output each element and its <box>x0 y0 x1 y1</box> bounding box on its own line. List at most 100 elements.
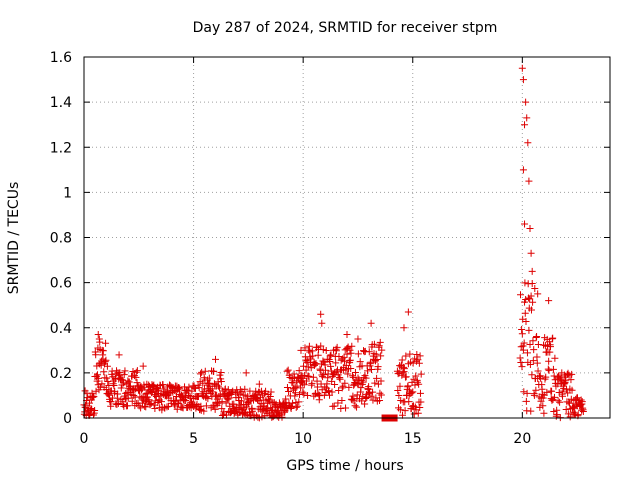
data-point <box>522 98 530 106</box>
data-point <box>338 384 346 392</box>
data-point <box>409 388 417 396</box>
data-point <box>537 374 545 382</box>
data-point <box>398 356 406 364</box>
x-tick-label: 5 <box>189 431 198 447</box>
y-tick-label: 1 <box>63 185 72 201</box>
data-point <box>289 399 297 407</box>
data-point <box>402 352 410 360</box>
x-axis-label: GPS time / hours <box>286 458 403 474</box>
data-point <box>336 375 344 383</box>
data-point <box>91 406 99 414</box>
data-point <box>401 407 409 415</box>
data-point <box>370 340 378 348</box>
data-point <box>321 366 329 374</box>
data-point <box>396 382 404 390</box>
data-point <box>328 377 336 385</box>
data-point <box>560 380 568 388</box>
data-point <box>130 372 138 380</box>
data-point <box>303 357 311 365</box>
data-point <box>300 381 308 389</box>
data-point <box>347 349 355 357</box>
data-point <box>413 350 421 358</box>
y-tick-label: 1.6 <box>50 50 72 66</box>
x-tick-label: 0 <box>80 431 89 447</box>
data-point <box>347 365 355 373</box>
data-point <box>376 338 384 346</box>
data-point <box>558 369 566 377</box>
data-point <box>322 347 330 355</box>
data-point <box>518 326 526 334</box>
data-point <box>357 384 365 392</box>
data-point <box>365 348 373 356</box>
data-point <box>354 350 362 358</box>
data-point <box>128 397 136 405</box>
data-point <box>216 391 224 399</box>
data-point <box>518 64 526 72</box>
data-points <box>80 64 587 422</box>
data-point <box>292 403 300 411</box>
data-point <box>308 379 316 387</box>
data-point <box>520 339 528 347</box>
data-point <box>196 405 204 413</box>
data-point <box>137 404 145 412</box>
data-point <box>333 343 341 351</box>
data-point <box>346 346 354 354</box>
data-point <box>145 396 153 404</box>
data-point <box>526 295 534 303</box>
data-point <box>522 318 530 326</box>
data-point <box>284 366 292 374</box>
data-point <box>335 352 343 360</box>
data-point <box>545 297 553 305</box>
data-point <box>404 382 412 390</box>
data-point <box>207 389 215 397</box>
data-point <box>217 368 225 376</box>
data-point <box>517 291 525 299</box>
data-point <box>287 403 295 411</box>
data-point <box>546 343 554 351</box>
data-point <box>118 376 126 384</box>
data-point <box>212 398 220 406</box>
data-point <box>295 367 303 375</box>
data-point <box>117 384 125 392</box>
data-point <box>114 390 122 398</box>
data-point <box>354 335 362 343</box>
data-point <box>349 372 357 380</box>
data-point <box>395 404 403 412</box>
data-point <box>377 391 385 399</box>
data-point <box>527 292 535 300</box>
data-point <box>410 375 418 383</box>
data-point <box>351 368 359 376</box>
data-point <box>548 387 556 395</box>
grid <box>84 57 610 418</box>
data-point <box>328 388 336 396</box>
x-tick-label: 15 <box>404 431 422 447</box>
y-axis-label: SRMTID / TECUs <box>6 182 22 295</box>
data-point <box>212 355 219 363</box>
data-point <box>362 374 370 382</box>
data-point <box>295 398 303 406</box>
data-point <box>527 249 535 257</box>
data-point <box>101 358 109 366</box>
data-point <box>378 346 386 354</box>
data-point <box>402 373 410 381</box>
data-point <box>243 403 251 411</box>
data-point <box>314 351 322 359</box>
data-point <box>204 395 212 403</box>
data-point <box>519 346 527 354</box>
data-point <box>272 400 280 408</box>
data-point <box>345 383 353 391</box>
data-point <box>92 387 100 395</box>
data-point <box>202 394 210 402</box>
data-point <box>417 398 425 406</box>
data-point <box>533 333 541 341</box>
data-point <box>373 374 381 382</box>
data-point <box>319 357 327 365</box>
data-point <box>530 391 538 399</box>
data-point <box>130 385 138 393</box>
data-point <box>337 356 345 364</box>
data-point <box>326 352 334 360</box>
data-point <box>320 371 328 379</box>
data-point <box>565 399 573 407</box>
data-point <box>410 410 418 418</box>
